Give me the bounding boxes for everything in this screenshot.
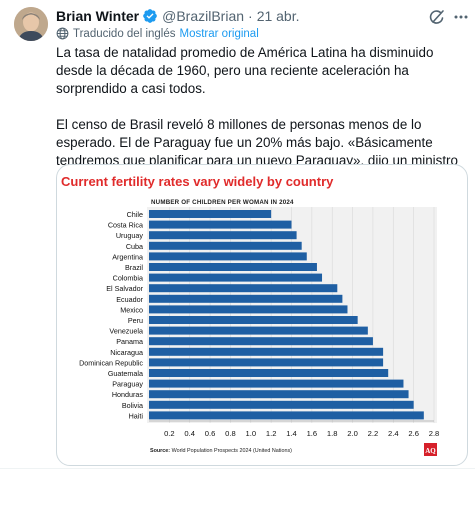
- x-tick-label: 0.8: [225, 429, 236, 438]
- show-original-link[interactable]: Mostrar original: [179, 27, 259, 40]
- bar: [149, 369, 389, 377]
- x-tick-label: 2.8: [429, 429, 440, 438]
- x-tick-label: 2.6: [408, 429, 419, 438]
- bar: [149, 358, 384, 367]
- x-tick-label: 1.2: [266, 429, 277, 438]
- bar: [149, 337, 373, 346]
- chart-source: Source: World Population Prospects 2024 …: [150, 448, 292, 454]
- translated-label: Traducido del inglés: [73, 27, 176, 40]
- tweet-paragraph-2: El censo de Brasil reveló 8 millones de …: [56, 117, 458, 186]
- category-label: Venezuela: [109, 327, 143, 336]
- translation-notice: Traducido del inglés Mostrar original: [56, 27, 259, 40]
- author-avatar[interactable]: [14, 7, 48, 41]
- bar: [149, 347, 384, 356]
- bar: [149, 400, 414, 409]
- bar: [149, 316, 358, 324]
- bar: [149, 411, 424, 420]
- tweet-image[interactable]: Current fertility rates vary widely by c…: [56, 164, 468, 466]
- category-label: Paraguay: [112, 380, 143, 389]
- category-label: Panama: [116, 337, 143, 346]
- category-label: Peru: [128, 316, 143, 325]
- x-tick-label: 1.0: [246, 429, 257, 438]
- category-label: Dominican Republic: [79, 358, 143, 367]
- x-tick-label: 2.0: [347, 429, 358, 438]
- bar: [149, 294, 343, 303]
- separator-dot: ·: [248, 8, 253, 24]
- category-label: Uruguay: [116, 231, 144, 240]
- post-date[interactable]: 21 abr.: [256, 8, 300, 24]
- x-tick-label: 1.4: [286, 429, 297, 438]
- more-options-icon[interactable]: [452, 8, 470, 26]
- bar: [149, 379, 404, 388]
- aq-logo: [424, 443, 437, 456]
- bar: [149, 263, 317, 271]
- category-label: Guatemala: [108, 369, 143, 378]
- source-text: World Population Prospects 2024 (United …: [172, 448, 293, 454]
- bar: [149, 390, 409, 399]
- bar: [149, 252, 307, 261]
- category-label: Ecuador: [116, 295, 143, 304]
- bar: [149, 231, 297, 240]
- category-label: Colombia: [113, 274, 143, 283]
- category-label: Brazil: [125, 263, 143, 272]
- x-tick-label: 2.2: [368, 429, 379, 438]
- grok-icon[interactable]: [428, 8, 446, 26]
- author-name[interactable]: Brian Winter: [56, 8, 140, 24]
- author-handle[interactable]: @BrazilBrian: [162, 8, 245, 24]
- bar: [149, 326, 368, 335]
- category-label: Honduras: [112, 390, 144, 399]
- chart-subtitle: NUMBER OF CHILDREN PER WOMAN IN 2024: [151, 199, 294, 206]
- category-label: Costa Rica: [108, 221, 143, 230]
- x-tick-label: 1.6: [307, 429, 318, 438]
- x-tick-label: 0.4: [184, 429, 195, 438]
- globe-icon: [56, 27, 69, 40]
- category-label: Mexico: [120, 305, 143, 314]
- chart-title: Current fertility rates vary widely by c…: [61, 174, 334, 189]
- tweet[interactable]: Brian Winter @BrazilBrian · 21 abr. Trad…: [0, 0, 475, 469]
- tweet-paragraph-1: La tasa de natalidad promedio de América…: [56, 45, 434, 96]
- category-label: Haiti: [129, 411, 144, 420]
- bar: [149, 273, 323, 282]
- category-label: Nicaragua: [110, 348, 143, 357]
- x-tick-label: 0.2: [164, 429, 175, 438]
- verified-badge-icon[interactable]: [142, 8, 158, 24]
- fertility-chart: Current fertility rates vary widely by c…: [61, 174, 440, 456]
- bar: [149, 210, 272, 218]
- x-tick-label: 1.8: [327, 429, 338, 438]
- category-label: El Salvador: [106, 284, 143, 293]
- category-label: Cuba: [126, 242, 143, 251]
- bar: [149, 284, 338, 293]
- category-label: Chile: [127, 210, 143, 219]
- tweet-text: La tasa de natalidad promedio de América…: [56, 44, 470, 188]
- bar: [149, 241, 302, 250]
- category-label: Argentina: [112, 252, 143, 261]
- x-tick-label: 0.6: [205, 429, 216, 438]
- category-label: Bolivia: [122, 401, 143, 410]
- aq-logo-text: AQ: [425, 447, 436, 455]
- bar: [149, 305, 348, 314]
- source-label: Source:: [150, 448, 172, 454]
- x-tick-label: 2.4: [388, 429, 399, 438]
- tweet-header: Brian Winter @BrazilBrian · 21 abr.: [56, 7, 300, 25]
- bar: [149, 220, 292, 229]
